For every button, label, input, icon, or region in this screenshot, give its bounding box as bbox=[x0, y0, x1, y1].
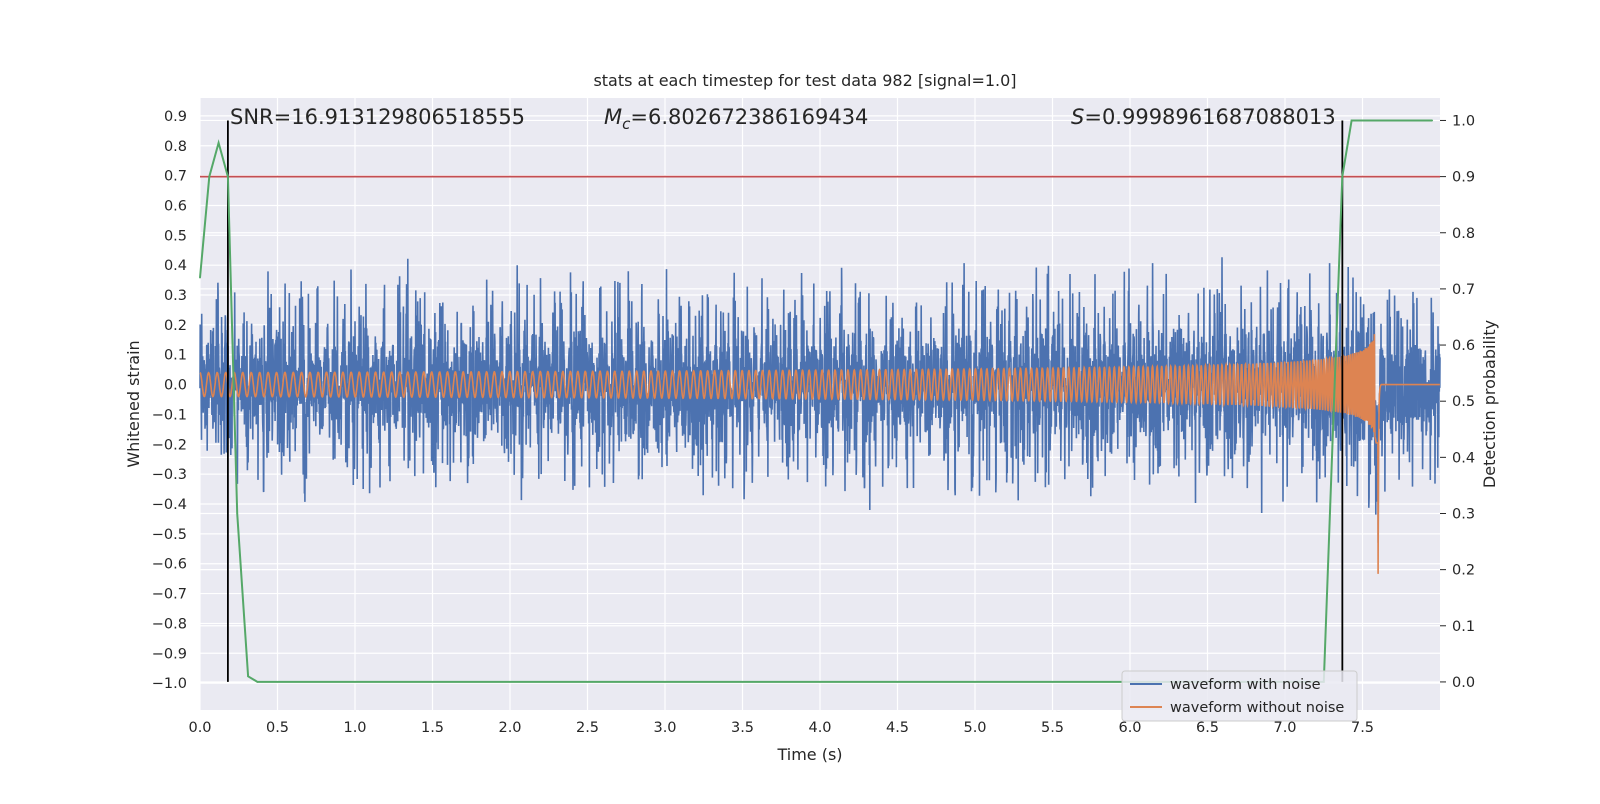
x-tick-label: 7.0 bbox=[1273, 720, 1296, 736]
y-tick-label: −1.0 bbox=[152, 676, 187, 692]
y-tick-label: 0.2 bbox=[164, 318, 187, 334]
y2-tick-label: 0.3 bbox=[1452, 506, 1475, 522]
x-tick-label: 5.0 bbox=[963, 720, 986, 736]
y-tick-label: −0.1 bbox=[152, 407, 187, 423]
x-tick-label: 6.0 bbox=[1118, 720, 1141, 736]
chart-title: stats at each timestep for test data 982… bbox=[593, 71, 1016, 90]
y-tick-label: −0.6 bbox=[152, 557, 187, 573]
x-axis-label: Time (s) bbox=[776, 745, 842, 764]
detection-probability-line bbox=[199, 119, 1433, 683]
y-tick-label: −0.9 bbox=[152, 646, 187, 662]
chirp-mass-annotation: Mc=6.802672386169434 bbox=[604, 105, 868, 133]
chirp-mass-symbol: M bbox=[604, 105, 622, 129]
y2-tick-label: 0.9 bbox=[1452, 170, 1475, 186]
detection-probability-point bbox=[256, 681, 259, 683]
chirp-mass-value: =6.802672386169434 bbox=[630, 105, 868, 129]
y-tick-label: 0.9 bbox=[164, 109, 187, 125]
y2-tick-label: 0.4 bbox=[1452, 450, 1475, 466]
detection-probability-point bbox=[1350, 119, 1353, 122]
x-tick-label: 6.5 bbox=[1196, 720, 1219, 736]
legend-label-noise: waveform with noise bbox=[1170, 677, 1321, 693]
legend-box bbox=[1121, 670, 1358, 722]
x-tick-label: 7.5 bbox=[1351, 720, 1374, 736]
y-tick-label: 0.5 bbox=[164, 228, 187, 244]
y2-tick-label: 0.8 bbox=[1452, 226, 1475, 242]
x-tick-label: 3.0 bbox=[653, 720, 676, 736]
overlays bbox=[199, 119, 1440, 683]
y2-tick-label: 0.7 bbox=[1452, 282, 1475, 298]
series-waveform-without-noise bbox=[199, 334, 1440, 574]
y-tick-label: 0.7 bbox=[164, 169, 187, 185]
y2-tick-label: 1.0 bbox=[1452, 113, 1475, 129]
x-tick-label: 4.0 bbox=[808, 720, 831, 736]
y-tick-label: 0.4 bbox=[164, 258, 187, 274]
detection-probability-point bbox=[227, 175, 229, 178]
y-tick-label: −0.2 bbox=[152, 437, 187, 453]
x-tick-label: 3.5 bbox=[731, 720, 754, 736]
detection-probability-point bbox=[236, 512, 238, 515]
x-tick-label: 0.0 bbox=[188, 720, 211, 736]
x-tick-label: 1.5 bbox=[421, 720, 444, 736]
detection-probability-point bbox=[1341, 175, 1344, 178]
y-tick-label: −0.3 bbox=[152, 467, 187, 483]
detection-probability-point bbox=[1332, 428, 1334, 431]
detection-probability-point bbox=[217, 142, 220, 144]
legend-label-clean: waveform without noise bbox=[1170, 700, 1344, 716]
y-tick-label: 0.1 bbox=[164, 348, 187, 364]
significance-value: =0.9998961687088013 bbox=[1084, 105, 1335, 129]
x-tick-label: 1.0 bbox=[343, 720, 366, 736]
y2-tick-label: 0.6 bbox=[1452, 338, 1475, 354]
y2-tick-label: 0.1 bbox=[1452, 619, 1475, 635]
x-tick-label: 4.5 bbox=[886, 720, 909, 736]
detection-probability-point bbox=[208, 175, 211, 178]
y2-tick-label: 0.0 bbox=[1452, 675, 1475, 691]
y2-tick-label: 0.5 bbox=[1452, 394, 1475, 410]
detection-probability-point bbox=[199, 276, 201, 279]
y2-tick-label: 0.2 bbox=[1452, 563, 1475, 579]
detection-probability-point bbox=[1431, 119, 1434, 122]
x-tick-label: 5.5 bbox=[1041, 720, 1064, 736]
x-tick-label: 2.5 bbox=[576, 720, 599, 736]
detection-probability-point bbox=[247, 675, 249, 678]
y2-axis-label: Detection probability bbox=[1480, 320, 1499, 488]
chirp-mass-subscript: c bbox=[622, 115, 631, 133]
y-axis-label: Whitened strain bbox=[124, 340, 143, 467]
y-tick-label: −0.5 bbox=[152, 527, 187, 543]
y-tick-label: −0.7 bbox=[152, 587, 187, 603]
clean-waveform-line bbox=[199, 334, 1440, 574]
y-tick-label: 0.3 bbox=[164, 288, 187, 304]
y-tick-label: 0.0 bbox=[164, 378, 187, 394]
y-tick-label: −0.8 bbox=[152, 616, 187, 632]
x-tick-label: 2.0 bbox=[498, 720, 521, 736]
tick-labels: 0.0 0.5 1.0 1.5 2.0 2.5 3.0 3.5 4.0 4.5 5.0 5.5 6.0 6… bbox=[152, 109, 1475, 736]
significance-symbol: S bbox=[1071, 105, 1084, 129]
x-tick-label: 0.5 bbox=[266, 720, 289, 736]
y-tick-label: 0.6 bbox=[164, 198, 187, 214]
significance-annotation: S=0.9998961687088013 bbox=[1071, 105, 1336, 129]
snr-annotation: SNR=16.913129806518555 bbox=[230, 105, 525, 129]
legend: waveform with noise waveform without noi… bbox=[1121, 670, 1358, 722]
y-tick-label: −0.4 bbox=[152, 497, 187, 513]
y-tick-label: 0.8 bbox=[164, 139, 187, 155]
